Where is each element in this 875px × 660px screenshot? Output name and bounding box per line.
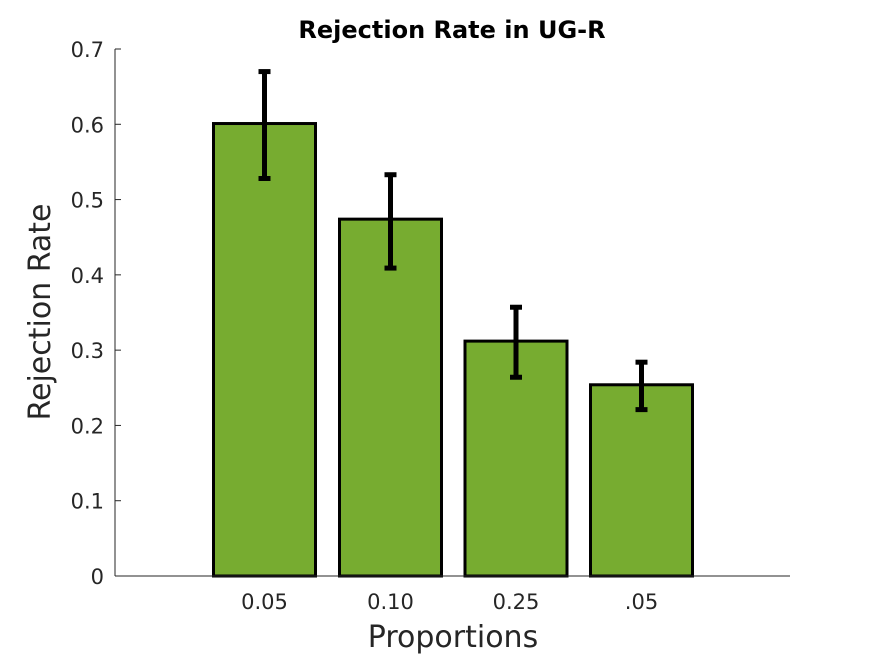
x-ticks: 0.05 0.10 0.25 .05: [241, 590, 658, 614]
x-axis-label: Proportions: [368, 620, 538, 655]
bar: [589, 383, 694, 578]
x-tick-label: 0.10: [367, 590, 414, 614]
y-tick-label: 0.3: [71, 339, 104, 363]
bar: [212, 122, 317, 578]
y-tick-label: 0.2: [71, 414, 104, 438]
y-tick-label: 0.4: [71, 264, 104, 288]
y-ticks: 0 0.1 0.2 0.3 0.4 0.5 0.6 0.7: [71, 38, 121, 589]
chart-title: Rejection Rate in UG-R: [298, 16, 605, 44]
y-tick-label: 0: [91, 565, 104, 589]
error-bar: [635, 359, 648, 413]
y-tick-label: 0.5: [71, 189, 104, 213]
bar: [338, 217, 443, 578]
bar: [463, 339, 569, 578]
x-tick-label: .05: [625, 590, 658, 614]
x-tick-label: 0.05: [241, 590, 288, 614]
y-tick-label: 0.6: [71, 113, 104, 137]
axes-layer: [114, 49, 790, 577]
bars-layer: [212, 122, 694, 578]
y-axis-label: Rejection Rate: [23, 203, 58, 420]
y-tick-label: 0.7: [71, 38, 104, 62]
error-bar: [384, 172, 397, 271]
y-tick-label: 0.1: [71, 490, 104, 514]
error-bar: [258, 69, 271, 181]
x-tick-label: 0.25: [493, 590, 540, 614]
error-bars-layer: [258, 69, 648, 413]
error-bar: [510, 304, 522, 380]
